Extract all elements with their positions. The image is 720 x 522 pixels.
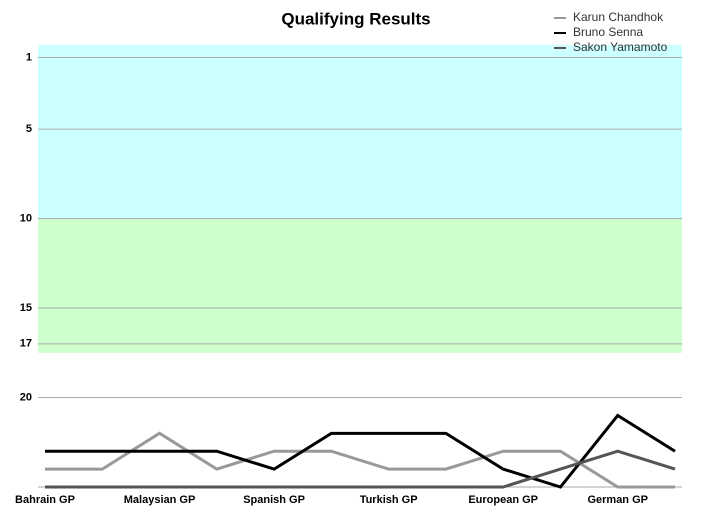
band [38, 218, 682, 353]
y-tick-label: 17 [20, 338, 32, 350]
x-tick-label: Spanish GP [243, 494, 305, 506]
x-tick-label: Bahrain GP [15, 494, 75, 506]
series-line [45, 431, 675, 489]
band [38, 45, 682, 219]
y-tick-label: 1 [26, 51, 32, 63]
series-line [45, 413, 676, 489]
y-tick-label: 15 [20, 302, 32, 314]
y-tick-label: 5 [26, 123, 32, 135]
y-tick-label: 10 [20, 212, 32, 224]
y-tick-label: 20 [20, 391, 32, 403]
legend-label: Sakon Yamamoto [573, 40, 668, 54]
x-tick-label: German GP [587, 494, 648, 506]
legend-label: Bruno Senna [573, 25, 643, 39]
x-tick-label: Malaysian GP [124, 494, 196, 506]
legend-label: Karun Chandhok [573, 10, 664, 24]
series-line [45, 449, 676, 489]
x-tick-label: European GP [468, 494, 538, 506]
chart-title: Qualifying Results [281, 9, 430, 28]
x-tick-label: Turkish GP [360, 494, 418, 506]
